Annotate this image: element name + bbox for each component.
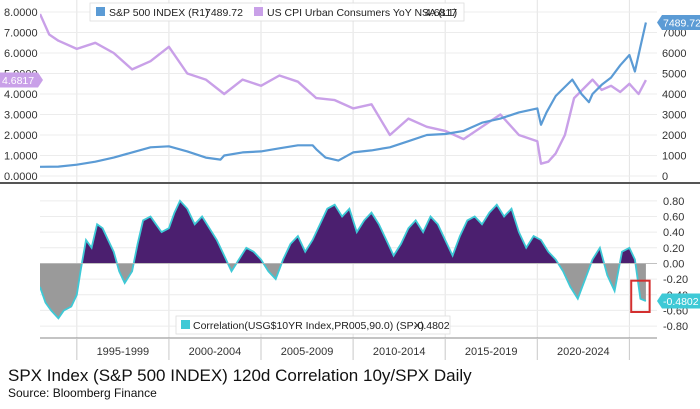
right-axis-tick-label-top: 2000 <box>662 130 686 142</box>
legend-label-spx: S&P 500 INDEX (R1) <box>109 7 209 19</box>
left-axis-tick-label: 0.0000 <box>4 171 38 183</box>
correlation-area-negative <box>40 263 646 319</box>
axes-layer: 0.00001.00002.00003.00004.00005.00006.00… <box>0 7 700 360</box>
correlation-last-value-tag-shape <box>657 293 700 309</box>
chart-caption-source: Source: Bloomberg Finance <box>8 386 157 400</box>
bottom-panel-plot <box>40 199 657 320</box>
chart-caption-title: SPX Index (S&P 500 INDEX) 120d Correlati… <box>8 366 472 385</box>
x-axis-tick-label: 2015-2019 <box>465 346 518 358</box>
series-layer <box>40 13 657 320</box>
left-axis-tick-label: 6.0000 <box>4 48 38 60</box>
right-axis-tick-label-top: 6000 <box>662 48 686 60</box>
legend-label-cpi: US CPI Urban Consumers YoY NSA (L1) <box>267 7 457 19</box>
x-axis-tick-label: 2005-2009 <box>281 346 334 358</box>
spx-last-value-tag: 7489.72 <box>657 14 700 30</box>
right-axis-tick-label-top: 3000 <box>662 110 686 122</box>
top-panel-plot <box>40 13 647 168</box>
cpi-last-value-tag-text: 4.6817 <box>2 75 34 87</box>
right-axis-tick-label-bottom: 0.00 <box>663 258 684 270</box>
legend-value-cpi: 4.6817 <box>425 7 457 19</box>
cpi-last-value-tag-shape <box>0 72 43 88</box>
spx-last-value-tag-text: 7489.72 <box>663 17 700 29</box>
left-axis-tick-label: 1.0000 <box>4 151 38 163</box>
legend-value-spx: 7489.72 <box>205 7 243 19</box>
left-axis-tick-label: 8.0000 <box>4 7 38 19</box>
legend-value-correlation: -0.4802 <box>414 320 450 332</box>
right-axis-tick-label-bottom: -0.20 <box>663 274 688 286</box>
x-axis-tick-label: 1995-1999 <box>97 346 150 358</box>
left-axis-tick-label: 2.0000 <box>4 130 38 142</box>
bottom-legend: Correlation(USG$10YR Index,PR005,90.0) (… <box>175 315 451 335</box>
highlight-box <box>630 279 651 313</box>
right-axis-tick-label-bottom: 0.40 <box>663 227 684 239</box>
left-axis-tick-label: 4.0000 <box>4 89 38 101</box>
top-legend: S&P 500 INDEX (R1)7489.72 US CPI Urban Co… <box>89 2 465 22</box>
right-axis-tick-label-top: 5000 <box>662 69 686 81</box>
legend-layer: S&P 500 INDEX (R1)7489.72 US CPI Urban Co… <box>89 2 465 335</box>
correlation-last-value-tag-text: -0.4802 <box>663 296 699 308</box>
right-axis-tick-label-top: 0 <box>662 171 668 183</box>
right-axis-tick-label-top: 1000 <box>662 151 686 163</box>
series-line-correlation <box>40 199 647 320</box>
right-axis-tick-label-bottom: 0.20 <box>663 243 684 255</box>
series-line-spx <box>40 22 647 168</box>
legend-swatch-correlation <box>181 320 190 329</box>
x-axis-tick-label: 2000-2004 <box>189 346 242 358</box>
bottom-legend-box <box>175 315 451 335</box>
legend-label-correlation: Correlation(USG$10YR Index,PR005,90.0) (… <box>193 320 424 332</box>
top-legend-box <box>89 2 465 22</box>
right-axis-tick-label-bottom: 0.60 <box>663 211 684 223</box>
right-axis-tick-label-top: 4000 <box>662 89 686 101</box>
cpi-last-value-tag: 4.6817 <box>0 72 43 88</box>
legend-swatch-cpi <box>254 7 263 16</box>
legend-swatch-spx <box>96 7 105 16</box>
x-axis-tick-label: 2020-2024 <box>557 346 610 358</box>
right-axis-tick-label-bottom: -0.80 <box>663 321 688 333</box>
right-axis-tick-label-top: 7000 <box>662 28 686 40</box>
left-axis-tick-label: 3.0000 <box>4 110 38 122</box>
correlation-last-value-tag: -0.4802 <box>657 293 700 309</box>
right-axis-tick-label-bottom: 0.80 <box>663 196 684 208</box>
x-axis-tick-label: 2010-2014 <box>373 346 426 358</box>
left-axis-tick-label: 7.0000 <box>4 28 38 40</box>
spx-last-value-tag-shape <box>657 14 700 30</box>
